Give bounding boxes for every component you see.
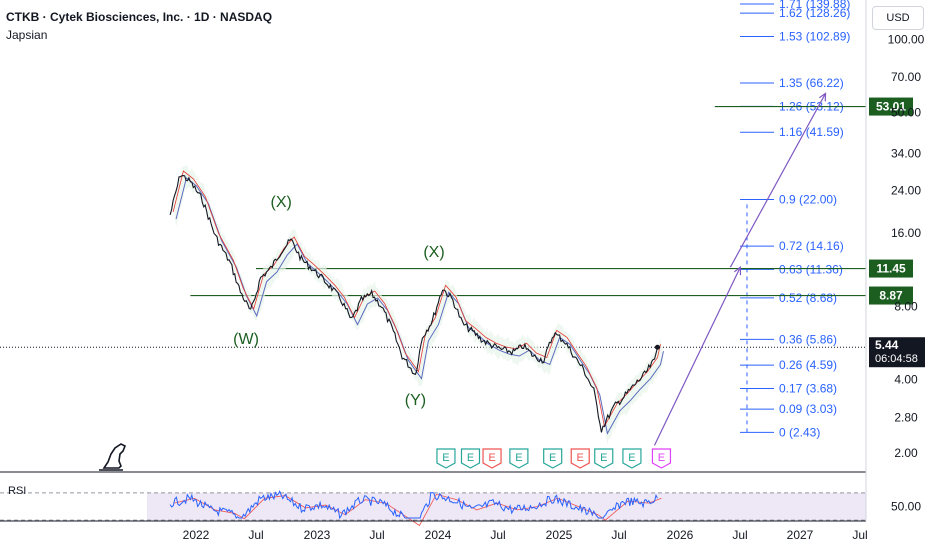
wave-label: (X): [423, 244, 444, 261]
x-tick-label: 2024: [425, 528, 452, 542]
tradingview-logo[interactable]: [99, 443, 127, 471]
wave-label: (W): [233, 331, 259, 348]
wave-labels: (X) (W) (X) (Y): [233, 194, 445, 409]
y-tick-label: 2.80: [894, 410, 918, 424]
fib-label: 0.52 (8.68): [779, 291, 837, 305]
fib-label: 1.62 (128.26): [779, 6, 850, 20]
ichimoku-cloud: [173, 165, 664, 445]
rsi-label: RSI: [8, 485, 27, 497]
earnings-marker[interactable]: [436, 448, 456, 469]
level-tag-label: 53.01: [876, 100, 906, 114]
last-price-dot: [654, 344, 660, 350]
y-axis: 100.00 70.00 50.00 34.00 24.00 16.00 8.00 4.00 2…: [888, 32, 925, 460]
fib-label: 0.36 (5.86): [779, 332, 837, 346]
author-name: Japsian: [6, 28, 48, 42]
price-series: [169, 165, 664, 445]
earnings-marker-label: E: [442, 452, 449, 464]
earnings-marker-label: E: [488, 452, 495, 464]
y-tick-label: 8.00: [894, 299, 918, 313]
earnings-marker[interactable]: [594, 448, 614, 469]
y-tick-label: 100.00: [888, 32, 925, 46]
x-tick-label: Jul: [611, 528, 626, 542]
fib-label: 0.17 (3.68): [779, 382, 837, 396]
y-tick-label: 4.00: [894, 373, 918, 387]
wave-label: (Y): [405, 392, 426, 409]
level-tag: [869, 97, 913, 116]
x-tick-label: 2025: [546, 528, 573, 542]
projection-arrow: [653, 267, 740, 446]
x-tick-label: 2026: [667, 528, 694, 542]
fib-label: 0.9 (22.00): [779, 193, 837, 207]
price-line: [169, 175, 659, 433]
y-tick-label: 2.00: [894, 446, 918, 460]
earnings-marker-label: E: [467, 452, 474, 464]
wave-label: (X): [271, 194, 292, 211]
rsi-pane: 50.00: [0, 0, 921, 527]
y-tick-label: 24.00: [891, 183, 921, 197]
fib-label: 1.53 (102.89): [779, 29, 850, 43]
x-tick-label: Jul: [369, 528, 384, 542]
earnings-marker[interactable]: [651, 448, 672, 469]
fib-label: 0.72 (14.16): [779, 239, 844, 253]
earnings-marker[interactable]: [543, 448, 563, 469]
earnings-marker[interactable]: [509, 448, 529, 469]
x-tick-label: 2022: [183, 528, 210, 542]
current-price-label: 5.44: [875, 338, 899, 352]
x-tick-label: Jul: [732, 528, 747, 542]
projection-arrows: [653, 93, 825, 446]
level-tag-label: 8.87: [879, 289, 903, 303]
earnings-marker-label: E: [577, 452, 584, 464]
rsi-line: [169, 490, 658, 520]
earnings-marker[interactable]: [460, 448, 481, 469]
x-tick-label: 2023: [304, 528, 331, 542]
fib-label: 0.09 (3.03): [779, 402, 837, 416]
earnings-marker[interactable]: [622, 448, 642, 469]
x-tick-label: Jul: [490, 528, 505, 542]
earnings-marker[interactable]: [570, 448, 590, 469]
x-axis: 2022 Jul 2023 Jul 2024 Jul 2025 Jul 2026 Jul 2027 J…: [183, 528, 868, 542]
fib-label: 1.16 (41.59): [779, 125, 844, 139]
y-tick-label: 50.00: [891, 106, 921, 120]
earnings-marker-label: E: [658, 452, 665, 464]
level-tag: [869, 259, 913, 278]
rsi-axis-label: 50.00: [891, 500, 921, 514]
fib-label: 0.63 (11.36): [779, 262, 843, 276]
y-tick-label: 70.00: [891, 70, 921, 84]
projection-arrow: [729, 93, 825, 268]
earnings-marker-label: E: [628, 452, 635, 464]
fibonacci-levels: 1.71 (139.88)1.62 (128.26) 1.53 (102.89) 1…: [740, 0, 850, 439]
fib-label: 0.26 (4.59): [779, 358, 837, 372]
x-tick-label: Jul: [248, 528, 263, 542]
fib-label: 0 (2.43): [779, 425, 820, 439]
earnings-marker-label: E: [600, 452, 607, 464]
bar-countdown: 06:04:58: [875, 353, 918, 365]
y-tick-label: 34.00: [891, 147, 921, 161]
fib-label: 1.71 (139.88): [779, 0, 850, 11]
level-tag: [869, 286, 913, 305]
level-tag-label: 11.45: [876, 262, 906, 276]
fib-label: 1.35 (66.22): [779, 76, 844, 90]
earnings-marker-label: E: [515, 452, 522, 464]
y-tick-label: 16.00: [891, 226, 921, 240]
x-tick-label: Jul: [852, 528, 867, 542]
earnings-marker[interactable]: [482, 448, 502, 469]
x-tick-label: 2027: [787, 528, 814, 542]
current-price-tag: [869, 337, 925, 368]
currency-button[interactable]: USD: [872, 6, 924, 30]
chart-title: CTKB · Cytek Biosciences, Inc. · 1D · NA…: [6, 10, 273, 24]
earnings-marker-label: E: [549, 452, 556, 464]
